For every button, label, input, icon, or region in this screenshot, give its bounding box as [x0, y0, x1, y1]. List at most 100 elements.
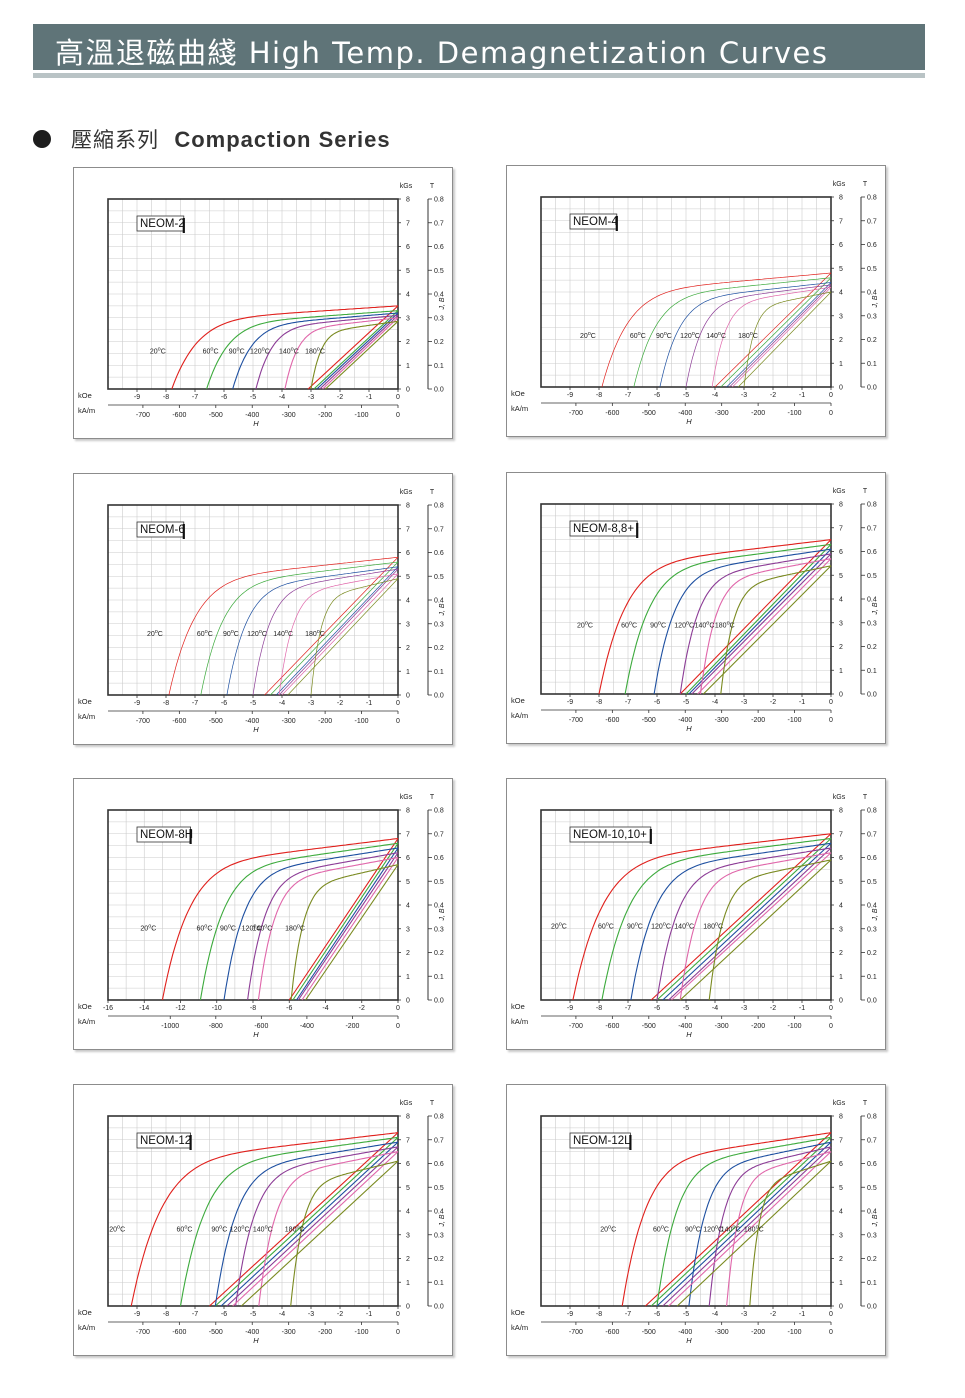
- y-tick-label: 3: [839, 926, 843, 933]
- y-tick-label: 7: [406, 831, 410, 838]
- temperature-label: 180oC: [715, 621, 735, 630]
- y-unit-right: T: [863, 1100, 868, 1107]
- x2-tick-label: -600: [172, 412, 186, 419]
- temperature-label: 120oC: [230, 1224, 250, 1233]
- x-tick-label: -3: [741, 699, 747, 706]
- x-tick-label: -6: [654, 1005, 660, 1012]
- x2-tick-label: -200: [751, 1329, 765, 1336]
- x-unit-top: kOe: [511, 389, 525, 398]
- series-line-j: [749, 1160, 832, 1307]
- x2-tick-label: -700: [569, 410, 583, 417]
- y-tick-label: 6: [406, 1161, 410, 1168]
- y2-tick-label: 0.2: [867, 1256, 877, 1263]
- y2-tick-label: 0.0: [434, 387, 444, 394]
- x-tick-label: 0: [829, 1311, 833, 1318]
- x-unit-bottom: kA/m: [78, 1323, 95, 1332]
- x-tick-label: -8: [596, 1005, 602, 1012]
- series-line-j: [711, 286, 832, 388]
- y-axis-label: J, B: [439, 297, 446, 310]
- series-line-b: [668, 1151, 832, 1307]
- y2-tick-label: 0.7: [867, 525, 877, 532]
- series-line-j: [633, 277, 832, 388]
- series-line-j: [659, 282, 832, 388]
- y-tick-label: 4: [839, 1209, 843, 1216]
- y2-tick-label: 0.4: [867, 903, 877, 910]
- temperature-label: 120oC: [674, 621, 694, 630]
- x2-tick-label: -600: [172, 1329, 186, 1336]
- x2-tick-label: -300: [715, 410, 729, 417]
- x-tick-label: -7: [192, 394, 198, 401]
- x2-tick-label: -600: [605, 410, 619, 417]
- x-unit-bottom: kA/m: [511, 1017, 528, 1026]
- x-tick-label: -1: [799, 1005, 805, 1012]
- y-axis-label: J, B: [439, 908, 446, 921]
- x2-tick-label: -300: [715, 717, 729, 724]
- y-tick-label: 7: [839, 525, 843, 532]
- series-line-j: [601, 272, 832, 388]
- temperature-label: 140oC: [279, 346, 299, 355]
- y-tick-label: 5: [839, 266, 843, 273]
- x2-tick-label: -200: [751, 717, 765, 724]
- temperature-label: 60oC: [653, 1224, 669, 1233]
- temperature-label: 20oC: [551, 922, 567, 931]
- x2-tick-label: 0: [396, 1023, 400, 1030]
- y2-tick-label: 0.4: [867, 1209, 877, 1216]
- x-tick-label: -6: [286, 1005, 292, 1012]
- chart-svg: 0 1 2 3 4 5 6 7 8 0.0 0.1 0.2 0.3 0.4 0.5 0.6 0.7 0.8 kGs T…: [78, 183, 446, 428]
- y2-tick-label: 0.7: [434, 220, 444, 227]
- y2-tick-label: 0.1: [867, 974, 877, 981]
- y2-tick-label: 0.6: [434, 855, 444, 862]
- temperature-label: 20oC: [577, 621, 593, 630]
- y2-tick-label: 0.4: [867, 597, 877, 604]
- series-line-b: [325, 320, 399, 390]
- y-tick-label: 2: [839, 644, 843, 651]
- series-line-b: [650, 833, 832, 1001]
- x-tick-label: 0: [396, 1311, 400, 1318]
- x-tick-label: -7: [192, 1311, 198, 1318]
- temperature-label: 60oC: [598, 922, 614, 931]
- x-unit-top: kOe: [78, 1308, 92, 1317]
- y2-tick-label: 0.0: [434, 998, 444, 1005]
- series-line-j: [679, 852, 832, 1001]
- series-line-b: [319, 314, 399, 390]
- series-line-j: [653, 548, 832, 695]
- y-tick-label: 6: [839, 1161, 843, 1168]
- y-tick-label: 5: [406, 1185, 410, 1192]
- y2-tick-label: 0.6: [434, 1161, 444, 1168]
- y2-tick-label: 0.0: [434, 693, 444, 700]
- x2-tick-label: -300: [282, 412, 296, 419]
- y-tick-label: 8: [839, 1114, 843, 1121]
- y-tick-label: 4: [839, 597, 843, 604]
- x2-tick-label: -100: [355, 1329, 369, 1336]
- section-title-en: Compaction Series: [174, 127, 391, 152]
- x-tick-label: -9: [567, 1005, 573, 1012]
- series-line-j: [290, 864, 399, 1001]
- y-unit-left: kGs: [833, 488, 846, 495]
- series-line-j: [284, 317, 399, 390]
- chart-title: NEOM-2: [140, 218, 185, 230]
- y2-tick-label: 0.3: [867, 620, 877, 627]
- y-tick-label: 3: [406, 1232, 410, 1239]
- header-banner: 高溫退磁曲綫 High Temp. Demagnetization Curves: [33, 24, 925, 70]
- y-tick-label: 0: [839, 692, 843, 699]
- x2-tick-label: -300: [282, 718, 296, 725]
- x2-tick-label: -200: [318, 718, 332, 725]
- x-tick-label: 0: [829, 699, 833, 706]
- y-unit-right: T: [863, 794, 868, 801]
- y2-tick-label: 0.5: [434, 268, 444, 275]
- y-tick-label: 0: [406, 693, 410, 700]
- y-tick-label: 8: [839, 195, 843, 202]
- x-tick-label: -4: [279, 1311, 285, 1318]
- x2-tick-label: -100: [788, 717, 802, 724]
- temperature-label: 60oC: [630, 331, 646, 340]
- x-tick-label: -6: [221, 700, 227, 707]
- x2-tick-label: -100: [788, 1329, 802, 1336]
- series-line-b: [226, 1146, 399, 1307]
- y-tick-label: 0: [839, 385, 843, 392]
- y-tick-label: 7: [839, 1137, 843, 1144]
- y2-tick-label: 0.0: [434, 1304, 444, 1311]
- x-tick-label: -4: [279, 394, 285, 401]
- y2-tick-label: 0.7: [434, 1137, 444, 1144]
- x2-tick-label: 0: [829, 717, 833, 724]
- y2-tick-label: 0.4: [434, 292, 444, 299]
